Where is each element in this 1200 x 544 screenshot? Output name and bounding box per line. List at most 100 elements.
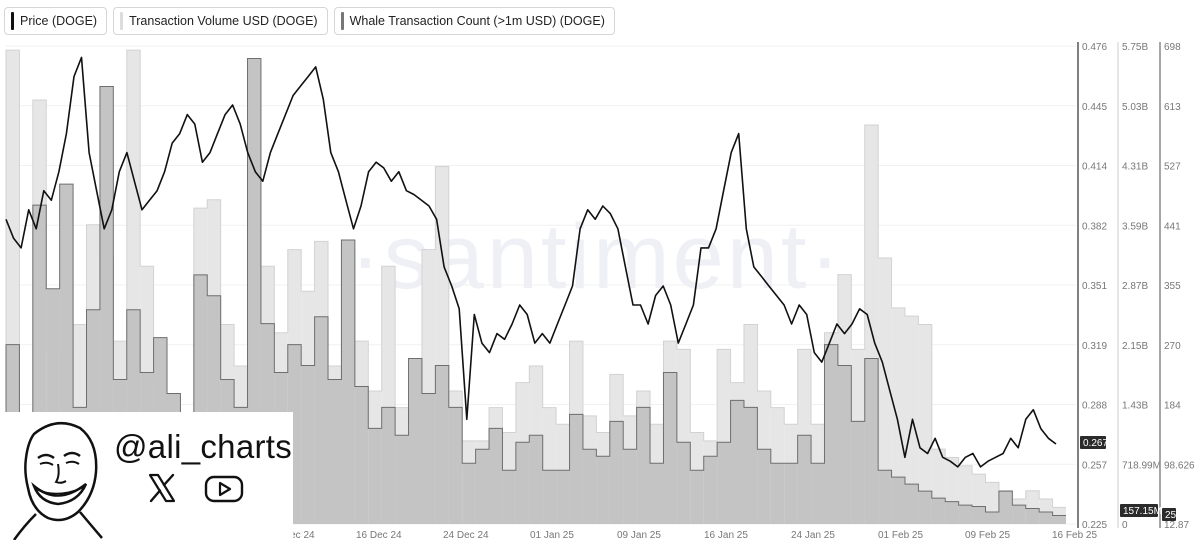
- whale-bar: [529, 435, 543, 524]
- whale-bar: [743, 407, 758, 524]
- volume-axis-tick-label: 2.87B: [1122, 281, 1148, 292]
- volume-axis-tick-label: 718.99M: [1122, 460, 1161, 471]
- author-handle: @ali_charts: [114, 428, 293, 465]
- volume-current-badge-text: 157.15M: [1123, 506, 1162, 517]
- whale-axis-tick-label: 184: [1164, 401, 1181, 412]
- x-tick-label: 16 Jan 25: [704, 530, 748, 541]
- whale-current-badge-bg: [1162, 508, 1176, 521]
- whale-outline: [5, 58, 1066, 524]
- whale-bar: [985, 512, 999, 524]
- price-current-badge-bg: [1080, 436, 1106, 450]
- whale-bar: [395, 435, 409, 524]
- volume-axis-tick-label: 1.43B: [1122, 401, 1148, 412]
- whale-bar: [448, 407, 463, 524]
- price-axis-tick-label: 0.382: [1082, 221, 1107, 232]
- whale-bar: [408, 358, 422, 524]
- whale-bar: [609, 421, 624, 524]
- whale-axis-tick-label: 355: [1164, 281, 1181, 292]
- whale-bar: [569, 414, 583, 524]
- whale-bar: [542, 470, 557, 524]
- chart-legend: Price (DOGE) Transaction Volume USD (DOGE…: [4, 7, 615, 35]
- legend-label: Whale Transaction Count (>1m USD) (DOGE): [349, 14, 605, 28]
- whale-bar: [784, 463, 798, 524]
- legend-item-0[interactable]: Price (DOGE): [4, 7, 108, 35]
- x-tick-label: 24 Dec 24: [443, 530, 489, 541]
- x-tick-label: 01 Jan 25: [530, 530, 574, 541]
- whale-bar: [1025, 508, 1040, 524]
- x-tick-label: 01 Feb 25: [878, 530, 923, 541]
- x-tick-label: 24 Jan 25: [791, 530, 835, 541]
- whale-bar: [757, 449, 771, 524]
- whale-bar: [623, 449, 637, 524]
- whale-bar: [475, 449, 490, 524]
- author-branding: @ali_charts: [0, 412, 293, 544]
- whale-axis-tick-label: 98.626: [1164, 460, 1195, 471]
- whale-bar: [341, 239, 355, 524]
- whale-bar: [314, 316, 329, 524]
- whale-bar: [301, 365, 315, 524]
- whale-bar: [515, 442, 530, 524]
- legend-swatch: [11, 12, 14, 30]
- whale-axis-tick-label: 270: [1164, 341, 1181, 352]
- volume-axis-tick-label: 5.75B: [1122, 42, 1148, 53]
- whale-bar: [998, 491, 1013, 524]
- price-current-badge: 0.267: [1080, 436, 1108, 450]
- whale-bar: [837, 365, 852, 524]
- whale-bar: [663, 372, 677, 524]
- whale-bar: [931, 498, 946, 524]
- price-axis-tick-label: 0.351: [1082, 281, 1107, 292]
- legend-label: Price (DOGE): [20, 14, 98, 28]
- whale-bar: [918, 491, 932, 524]
- whale-bar: [811, 463, 825, 524]
- whale-bar: [502, 470, 516, 524]
- whale-bar: [582, 449, 597, 524]
- volume-axis-tick-label: 4.31B: [1122, 162, 1148, 173]
- whale-bar: [891, 477, 905, 524]
- x-tick-label: 09 Jan 25: [617, 530, 661, 541]
- whale-bar: [462, 463, 476, 524]
- legend-swatch: [340, 12, 344, 30]
- price-axis-tick-label: 0.445: [1082, 102, 1107, 113]
- whale-axis-tick-label: 698: [1164, 42, 1181, 53]
- whale-axis-tick-label: 441: [1164, 221, 1181, 232]
- whale-current-badge-text: 25: [1165, 510, 1177, 521]
- whale-bar: [650, 463, 664, 524]
- legend-item-2[interactable]: Whale Transaction Count (>1m USD) (DOGE): [333, 7, 615, 35]
- price-axis-tick-label: 0.319: [1082, 341, 1107, 352]
- whale-current-badge: 25: [1162, 508, 1177, 521]
- whale-bar: [1012, 505, 1026, 524]
- x-logo-icon[interactable]: [146, 472, 178, 504]
- whale-bar: [676, 442, 691, 524]
- volume-bar: [878, 257, 892, 524]
- price-axis-tick-label: 0.288: [1082, 401, 1107, 412]
- volume-axis-tick-label: 3.59B: [1122, 221, 1148, 232]
- price-axis-tick-label: 0.225: [1082, 520, 1107, 531]
- price-axis-tick-label: 0.476: [1082, 42, 1107, 53]
- whale-bar: [328, 379, 342, 524]
- whale-bar: [945, 501, 959, 524]
- price-axis-tick-label: 0.414: [1082, 162, 1107, 173]
- whale-bar: [435, 365, 449, 524]
- legend-item-1[interactable]: Transaction Volume USD (DOGE): [113, 7, 328, 35]
- whale-bar: [797, 435, 812, 524]
- whale-bar: [851, 421, 865, 524]
- whale-bar: [878, 470, 892, 524]
- whale-bar: [958, 505, 973, 524]
- volume-axis-tick-label: 2.15B: [1122, 341, 1148, 352]
- youtube-icon[interactable]: [204, 474, 244, 504]
- whale-bar: [354, 386, 369, 524]
- price-axis-tick-label: 0.257: [1082, 460, 1107, 471]
- whale-bar: [972, 506, 986, 524]
- volume-bar: [891, 307, 905, 524]
- volume-current-badge: 157.15M: [1120, 504, 1162, 517]
- volume-axis-tick-label: 5.03B: [1122, 102, 1148, 113]
- whale-bar: [381, 407, 396, 524]
- whale-bar: [1052, 515, 1066, 524]
- whale-bar: [904, 484, 919, 524]
- whale-bar: [864, 358, 879, 524]
- whale-bar: [703, 456, 718, 524]
- whale-bar: [824, 344, 838, 524]
- x-tick-label: 16 Feb 25: [1052, 530, 1097, 541]
- whale-bar: [730, 400, 744, 524]
- x-tick-label: 16 Dec 24: [356, 530, 402, 541]
